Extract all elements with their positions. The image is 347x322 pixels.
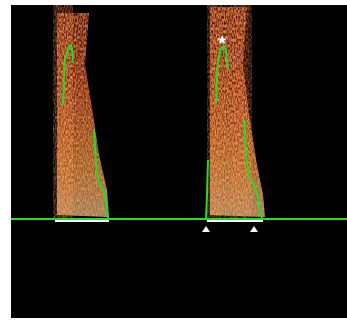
envelope-trace-2-rise xyxy=(205,159,209,220)
start-triangle-marker-icon[interactable] xyxy=(202,226,210,232)
doppler-spectrogram-viewer xyxy=(11,5,347,318)
envelope-trace-1-descent xyxy=(93,128,109,220)
peak-star-marker-icon[interactable] xyxy=(217,35,227,44)
spectrogram-canvas xyxy=(11,5,347,232)
end-triangle-marker-icon[interactable] xyxy=(250,226,258,232)
envelope-trace-2 xyxy=(215,45,229,104)
envelope-trace-2-descent xyxy=(243,119,263,220)
envelope-trace-1 xyxy=(62,44,74,106)
